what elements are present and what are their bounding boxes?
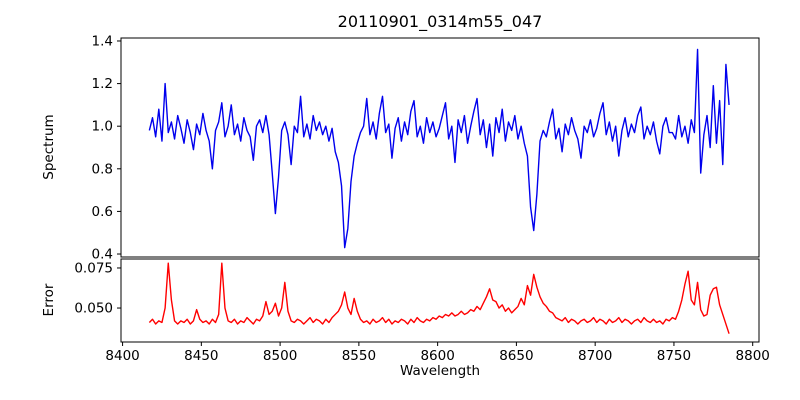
x-tick-label: 8800 xyxy=(736,348,770,364)
x-tick-label: 8700 xyxy=(578,348,612,364)
x-tick-label: 8400 xyxy=(105,348,139,364)
y-tick-label: 0.6 xyxy=(92,204,113,220)
x-tick-label: 8500 xyxy=(263,348,297,364)
error-line xyxy=(148,262,730,334)
y-tick-label: 1.4 xyxy=(92,33,113,49)
y-tick-label: 0.075 xyxy=(74,260,113,276)
x-tick-label: 8550 xyxy=(342,348,376,364)
x-tick-label: 8650 xyxy=(499,348,533,364)
y-tick-label: 0.8 xyxy=(92,161,113,177)
y-tick-label: 1.2 xyxy=(92,76,113,92)
axes-frame xyxy=(120,37,760,258)
axes-frame xyxy=(120,258,760,343)
spectrum-line xyxy=(148,48,730,249)
x-axis-label: Wavelength xyxy=(399,363,481,379)
y-tick-label: 1.0 xyxy=(92,119,113,135)
x-tick-label: 8450 xyxy=(184,348,218,364)
x-tick-label: 8750 xyxy=(657,348,691,364)
y-tick-label: 0.050 xyxy=(74,301,113,317)
y-tick-label: 0.4 xyxy=(92,247,113,263)
x-tick-label: 8600 xyxy=(420,348,454,364)
chart-title: 20110901_0314m55_047 xyxy=(337,12,543,31)
